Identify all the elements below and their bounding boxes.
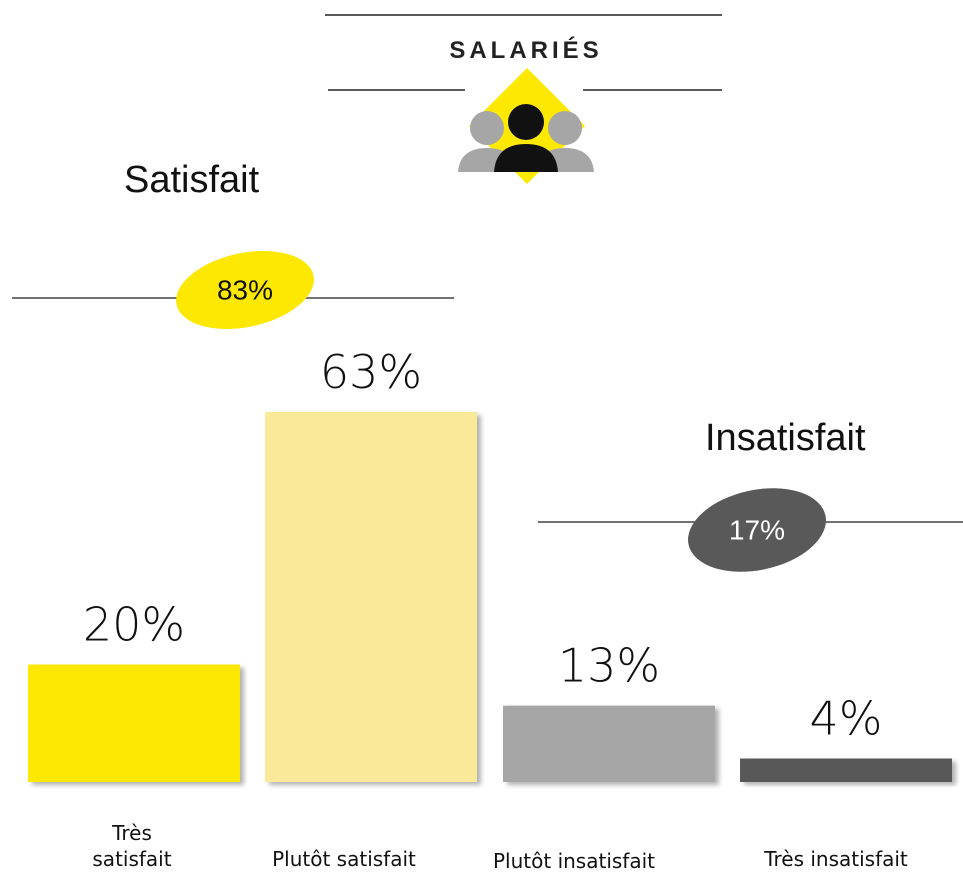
value-label: 13%	[558, 639, 660, 693]
category-label: Très insatisfait	[764, 847, 908, 871]
value-label: 4%	[810, 692, 883, 746]
chart-title: SALARIÉS	[449, 36, 602, 64]
category-label: Plutôt insatisfait	[493, 849, 655, 873]
category-label: Plutôt satisfait	[272, 847, 416, 871]
people-icon	[458, 68, 594, 184]
bar	[503, 705, 715, 782]
group-label: Satisfait	[124, 159, 260, 201]
group-badge	[688, 488, 826, 572]
category-label: Très satisfait	[92, 821, 172, 871]
value-label: 20%	[83, 598, 185, 652]
bar	[740, 758, 952, 782]
group-value: 83%	[217, 274, 273, 305]
value-label: 63%	[320, 345, 422, 399]
bar	[28, 664, 240, 782]
group-value: 17%	[729, 514, 785, 545]
group-label: Insatisfait	[705, 417, 866, 459]
group-badge	[176, 250, 314, 330]
bar	[265, 412, 477, 782]
